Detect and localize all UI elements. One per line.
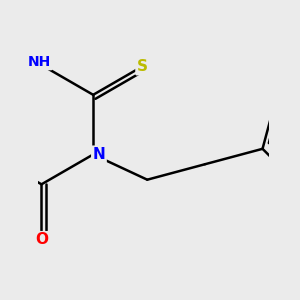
Text: S: S [137, 59, 148, 74]
Text: N: N [93, 147, 105, 162]
Text: O: O [35, 232, 48, 247]
Text: NH: NH [28, 55, 51, 69]
